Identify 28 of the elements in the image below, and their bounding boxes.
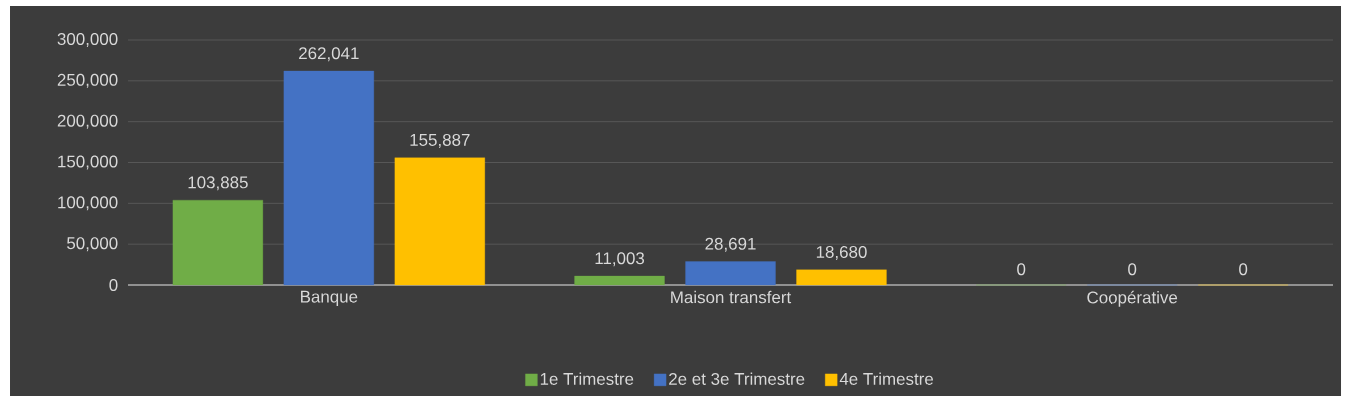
bar xyxy=(394,157,485,286)
y-tick-label: 0 xyxy=(109,279,118,291)
legend-label: 1e Trimestre xyxy=(540,372,634,385)
bar xyxy=(685,261,776,286)
data-label: 0 xyxy=(1239,263,1248,276)
x-tick-label: Coopérative xyxy=(1087,290,1178,307)
data-label: 18,680 xyxy=(816,245,867,260)
data-label: 262,041 xyxy=(299,47,359,62)
legend-label: 2e et 3e Trimestre xyxy=(669,372,805,385)
x-tick-label: Banque xyxy=(301,290,358,307)
y-tick-label: 50,000 xyxy=(67,237,118,252)
legend-label: 4e Trimestre xyxy=(839,372,934,385)
bar xyxy=(574,275,665,286)
bar xyxy=(796,269,887,286)
y-tick-label: 100,000 xyxy=(58,196,118,211)
bar xyxy=(283,70,374,286)
y-tick-label: 250,000 xyxy=(57,73,118,88)
data-label: 155,887 xyxy=(410,133,470,148)
y-tick-label: 150,000 xyxy=(58,155,118,170)
data-label: 11,003 xyxy=(595,252,645,267)
data-label: 103,885 xyxy=(188,176,248,191)
bar xyxy=(172,200,264,286)
data-label: 0 xyxy=(1017,263,1026,276)
x-tick-label: Maison transfert xyxy=(671,290,792,304)
data-label: 0 xyxy=(1128,263,1137,276)
data-label: 28,691 xyxy=(705,237,756,252)
y-tick-label: 300,000 xyxy=(57,33,118,47)
y-tick-label: 200,000 xyxy=(57,114,118,129)
